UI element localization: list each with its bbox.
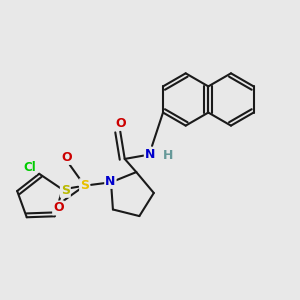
Text: O: O — [61, 151, 72, 164]
Text: O: O — [53, 202, 64, 214]
Text: S: S — [61, 184, 70, 197]
Text: O: O — [115, 117, 126, 130]
Text: H: H — [163, 149, 173, 162]
Text: N: N — [105, 175, 116, 188]
Text: N: N — [145, 148, 155, 161]
Text: Cl: Cl — [23, 161, 36, 174]
Text: S: S — [80, 179, 89, 192]
